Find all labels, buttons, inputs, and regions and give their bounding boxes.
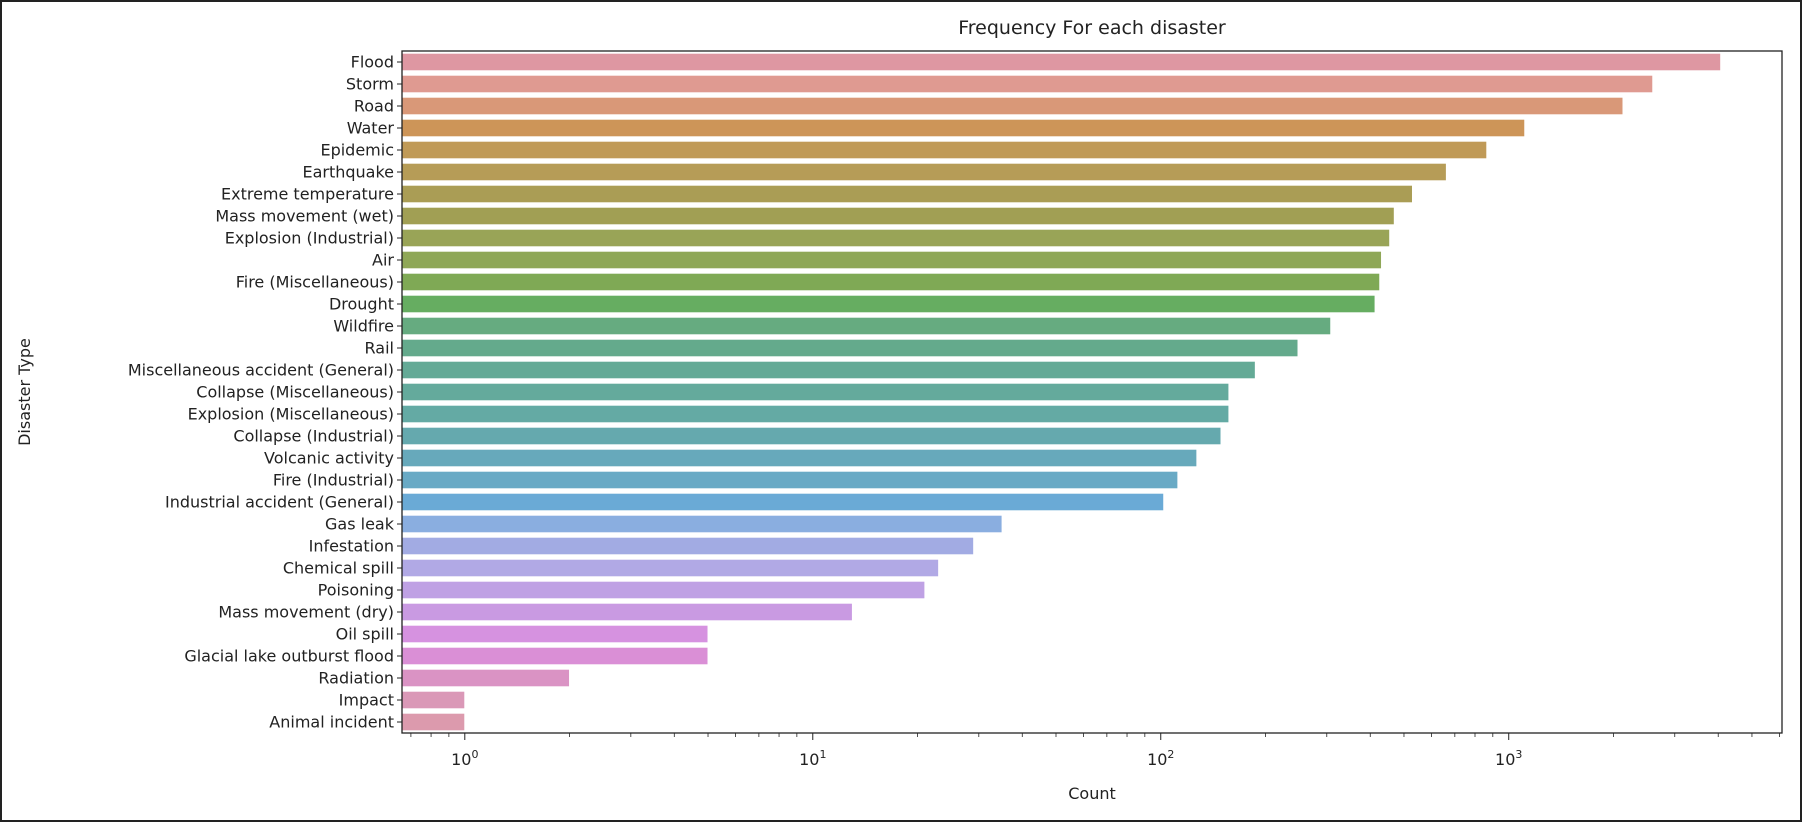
y-tick-label: Collapse (Miscellaneous): [196, 383, 394, 402]
y-tick-label: Impact: [339, 691, 394, 710]
y-tick-label: Animal incident: [269, 713, 394, 732]
bar-fire-miscellaneous: [401, 272, 1381, 292]
y-tick-label: Fire (Miscellaneous): [236, 273, 394, 292]
y-axis-label: Disaster Type: [15, 338, 34, 446]
y-tick-label: Extreme temperature: [221, 185, 394, 204]
bar-water: [401, 118, 1526, 138]
y-tick-label: Storm: [346, 75, 394, 94]
bar-explosion-industrial: [401, 228, 1391, 248]
bar-animal-incident: [401, 712, 466, 732]
bar-road: [401, 96, 1624, 116]
x-tick-label: 100: [451, 748, 478, 769]
bar-volcanic-activity: [401, 448, 1198, 468]
bar-industrial-accident-general: [401, 492, 1165, 512]
bar-air: [401, 250, 1383, 270]
y-tick-label: Miscellaneous accident (General): [128, 361, 394, 380]
bar-oil-spill: [401, 624, 709, 644]
bar-chemical-spill: [401, 558, 940, 578]
y-tick-label: Road: [354, 97, 394, 116]
y-tick-label: Rail: [365, 339, 394, 358]
bar-mass-movement-dry: [401, 602, 853, 622]
y-tick-label: Industrial accident (General): [165, 493, 394, 512]
y-tick-label: Wildfire: [333, 317, 394, 336]
y-tick-label: Mass movement (wet): [215, 207, 394, 226]
bar-flood: [401, 52, 1722, 72]
bar-collapse-miscellaneous: [401, 382, 1230, 402]
y-tick-label: Explosion (Industrial): [225, 229, 394, 248]
bar-mass-movement-wet: [401, 206, 1395, 226]
bar-earthquake: [401, 162, 1447, 182]
x-tick-label: 102: [1147, 748, 1174, 769]
y-tick-label: Poisoning: [318, 581, 394, 600]
y-tick-label: Epidemic: [320, 141, 394, 160]
y-tick-label: Radiation: [318, 669, 394, 688]
y-tick-label: Gas leak: [325, 515, 395, 534]
y-tick-label: Drought: [329, 295, 394, 314]
bar-impact: [401, 690, 466, 710]
bar-infestation: [401, 536, 975, 556]
y-tick-label: Mass movement (dry): [218, 603, 394, 622]
x-tick-label: 101: [799, 748, 826, 769]
y-tick-label: Glacial lake outburst flood: [184, 647, 394, 666]
axes-frame: [401, 50, 1783, 734]
bar-wildfire: [401, 316, 1332, 336]
bar-collapse-industrial: [401, 426, 1222, 446]
y-tick-label: Infestation: [309, 537, 394, 556]
y-tick-label: Earthquake: [302, 163, 394, 182]
y-tick-label: Collapse (Industrial): [233, 427, 394, 446]
x-tick-label: 103: [1495, 748, 1522, 769]
bar-glacial-lake-outburst-flood: [401, 646, 709, 666]
y-tick-label: Chemical spill: [283, 559, 394, 578]
y-tick-label: Water: [347, 119, 395, 138]
bar-epidemic: [401, 140, 1488, 160]
bar-explosion-miscellaneous: [401, 404, 1230, 424]
bar-drought: [401, 294, 1376, 314]
chart-title: Frequency For each disaster: [958, 17, 1226, 39]
bar-miscellaneous-accident-general: [401, 360, 1256, 380]
x-axis-label: Count: [1068, 784, 1116, 803]
bar-radiation: [401, 668, 571, 688]
y-tick-label: Air: [372, 251, 394, 270]
bar-poisoning: [401, 580, 926, 600]
y-tick-label: Fire (Industrial): [273, 471, 394, 490]
y-tick-label: Oil spill: [336, 625, 394, 644]
bar-rail: [401, 338, 1299, 358]
bar-gas-leak: [401, 514, 1003, 534]
bar-fire-industrial: [401, 470, 1179, 490]
y-tick-label: Volcanic activity: [264, 449, 394, 468]
bar-extreme-temperature: [401, 184, 1413, 204]
bar-storm: [401, 74, 1654, 94]
y-tick-label: Explosion (Miscellaneous): [188, 405, 394, 424]
y-tick-label: Flood: [351, 53, 394, 72]
